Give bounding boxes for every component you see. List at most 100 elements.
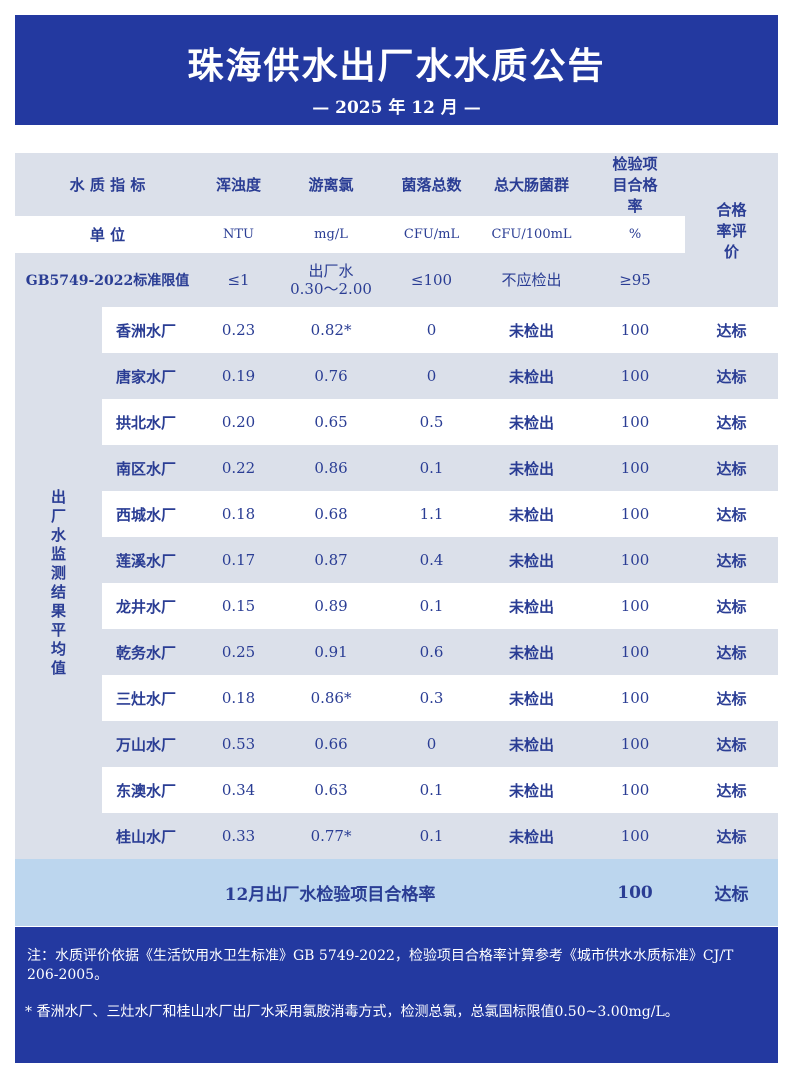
note: * 香洲水厂、三灶水厂和桂山水厂出厂水采用氯胺消毒方式，检测总氯，总氯国标限值0… bbox=[25, 1004, 679, 1020]
plant-name: 乾务水厂 bbox=[102, 629, 201, 675]
value: 100 bbox=[585, 629, 686, 675]
plant-name: 香洲水厂 bbox=[102, 307, 201, 353]
value: 100 bbox=[585, 399, 686, 445]
title: 珠海供水出厂水水质公告 bbox=[187, 45, 606, 87]
unit: mg/L bbox=[277, 216, 386, 253]
value: 0.86 bbox=[277, 445, 386, 491]
table-row: 桂山水厂 0.33 0.77* 0.1 未检出 100 达标 bbox=[15, 813, 779, 859]
value: 达标 bbox=[685, 491, 779, 537]
value: 0.68 bbox=[277, 491, 386, 537]
value: 0.82* bbox=[277, 307, 386, 353]
value: 0.77* bbox=[277, 813, 386, 859]
table-row: 莲溪水厂 0.17 0.87 0.4 未检出 100 达标 bbox=[15, 537, 779, 583]
summary-label: 12月出厂水检验项目合格率 bbox=[15, 859, 586, 926]
unit-label: 单 位 bbox=[15, 216, 201, 253]
group-label: 出厂水监测结果平均值 bbox=[15, 307, 102, 859]
value: 达标 bbox=[685, 675, 779, 721]
summary-rate: 100 bbox=[585, 859, 686, 926]
value: 100 bbox=[585, 583, 686, 629]
value: 0.86* bbox=[277, 675, 386, 721]
standard: ≤100 bbox=[385, 253, 479, 307]
unit: CFU/100mL bbox=[478, 216, 586, 253]
value: 达标 bbox=[685, 813, 779, 859]
value: 0 bbox=[385, 353, 479, 399]
value: 100 bbox=[585, 491, 686, 537]
header: 珠海供水出厂水水质公告 — 2025 年 12 月 — bbox=[15, 15, 778, 125]
table-row: 12月出厂水检验项目合格率 100 达标 bbox=[15, 859, 779, 926]
table-row: 拱北水厂 0.20 0.65 0.5 未检出 100 达标 bbox=[15, 399, 779, 445]
value: 0.17 bbox=[200, 537, 278, 583]
value: 100 bbox=[585, 675, 686, 721]
value: 0.53 bbox=[200, 721, 278, 767]
value: 0.34 bbox=[200, 767, 278, 813]
value: 未检出 bbox=[478, 399, 586, 445]
table-row: 龙井水厂 0.15 0.89 0.1 未检出 100 达标 bbox=[15, 583, 779, 629]
plant-name: 南区水厂 bbox=[102, 445, 201, 491]
unit: NTU bbox=[200, 216, 278, 253]
value: 0.18 bbox=[200, 675, 278, 721]
value: 达标 bbox=[685, 307, 779, 353]
value: 0.15 bbox=[200, 583, 278, 629]
value: 0.22 bbox=[200, 445, 278, 491]
value: 达标 bbox=[685, 583, 779, 629]
value: 达标 bbox=[685, 353, 779, 399]
value: 达标 bbox=[685, 445, 779, 491]
value: 0.76 bbox=[277, 353, 386, 399]
value: 0.65 bbox=[277, 399, 386, 445]
column-header: 菌落总数 bbox=[385, 153, 479, 216]
value: 100 bbox=[585, 307, 686, 353]
standard: ≤1 bbox=[200, 253, 278, 307]
note: 注：水质评价依据《生活饮用水卫生标准》GB 5749-2022，检验项目合格率计… bbox=[27, 948, 734, 983]
plant-name: 桂山水厂 bbox=[102, 813, 201, 859]
value: 0.89 bbox=[277, 583, 386, 629]
value: 0.4 bbox=[385, 537, 479, 583]
plant-name: 唐家水厂 bbox=[102, 353, 201, 399]
column-header: 浑浊度 bbox=[200, 153, 278, 216]
value: 100 bbox=[585, 721, 686, 767]
value: 未检出 bbox=[478, 307, 586, 353]
value: 0 bbox=[385, 721, 479, 767]
value: 0.1 bbox=[385, 583, 479, 629]
value: 100 bbox=[585, 767, 686, 813]
plant-name: 拱北水厂 bbox=[102, 399, 201, 445]
plant-name: 龙井水厂 bbox=[102, 583, 201, 629]
value: 未检出 bbox=[478, 675, 586, 721]
unit: % bbox=[585, 216, 686, 253]
value: 0.20 bbox=[200, 399, 278, 445]
value: 未检出 bbox=[478, 537, 586, 583]
table-row: 三灶水厂 0.18 0.86* 0.3 未检出 100 达标 bbox=[15, 675, 779, 721]
table-row: 南区水厂 0.22 0.86 0.1 未检出 100 达标 bbox=[15, 445, 779, 491]
plant-name: 莲溪水厂 bbox=[102, 537, 201, 583]
table-row: 万山水厂 0.53 0.66 0 未检出 100 达标 bbox=[15, 721, 779, 767]
value: 0.33 bbox=[200, 813, 278, 859]
value: 100 bbox=[585, 445, 686, 491]
plant-name: 万山水厂 bbox=[102, 721, 201, 767]
table-row: 东澳水厂 0.34 0.63 0.1 未检出 100 达标 bbox=[15, 767, 779, 813]
table-row: 西城水厂 0.18 0.68 1.1 未检出 100 达标 bbox=[15, 491, 779, 537]
value: 0.18 bbox=[200, 491, 278, 537]
table-row: 出厂水监测结果平均值 香洲水厂 0.23 0.82* 0 未检出 100 达标 bbox=[15, 307, 779, 859]
value: 0.5 bbox=[385, 399, 479, 445]
value: 0.66 bbox=[277, 721, 386, 767]
table-row: 乾务水厂 0.25 0.91 0.6 未检出 100 达标 bbox=[15, 629, 779, 675]
value: 未检出 bbox=[478, 491, 586, 537]
value: 0.87 bbox=[277, 537, 386, 583]
table-row: 水 质 指 标浑浊度 游离氯 菌落总数 总大肠菌群 检验项目合格率 合格率评价 bbox=[15, 153, 779, 307]
value: 0.1 bbox=[385, 767, 479, 813]
value: 0.1 bbox=[385, 445, 479, 491]
value: 0.3 bbox=[385, 675, 479, 721]
value: 达标 bbox=[685, 767, 779, 813]
value: 达标 bbox=[685, 721, 779, 767]
column-header: 总大肠菌群 bbox=[478, 153, 586, 216]
plant-name: 西城水厂 bbox=[102, 491, 201, 537]
table-row: 唐家水厂 0.19 0.76 0 未检出 100 达标 bbox=[15, 353, 779, 399]
column-header: 合格率评价 bbox=[685, 153, 779, 307]
column-header: 游离氯 bbox=[277, 153, 386, 216]
value: 0.19 bbox=[200, 353, 278, 399]
value: 100 bbox=[585, 537, 686, 583]
subtitle: — 2025 年 12 月 — bbox=[312, 98, 481, 118]
value: 未检出 bbox=[478, 767, 586, 813]
value: 0.25 bbox=[200, 629, 278, 675]
standard: ≥95 bbox=[585, 253, 686, 307]
